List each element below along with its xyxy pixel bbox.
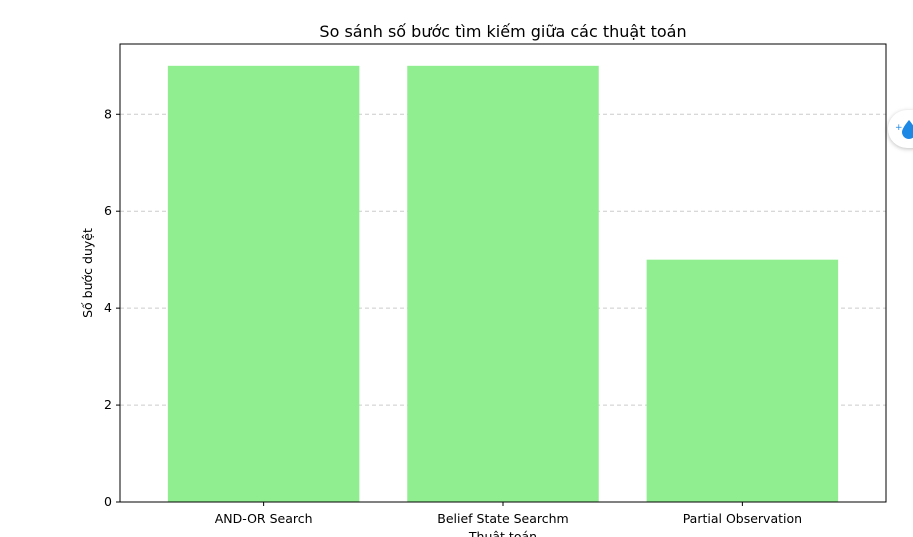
x-tick-label: Belief State Searchm — [437, 511, 568, 526]
y-axis-label: Số bước duyệt — [80, 228, 95, 318]
bar — [407, 65, 599, 503]
x-tick-label: Partial Observation — [683, 511, 802, 526]
bar — [167, 65, 360, 503]
y-tick-label: 0 — [104, 494, 112, 509]
water-drop-icon: + — [895, 120, 913, 139]
x-tick-label: AND-OR Search — [215, 511, 313, 526]
svg-text:+: + — [895, 123, 903, 133]
y-tick-label: 8 — [104, 106, 112, 121]
floating-helper-button[interactable]: + — [888, 110, 913, 148]
y-tick-label: 2 — [104, 397, 112, 412]
chart-title: So sánh số bước tìm kiếm giữa các thuật … — [319, 22, 686, 41]
x-axis-ticks: AND-OR Search Belief State Searchm Partial… — [215, 502, 802, 526]
y-tick-label: 6 — [104, 203, 112, 218]
x-axis-label: Thuật toán — [468, 529, 537, 537]
bar — [646, 259, 839, 502]
bars — [167, 65, 839, 503]
y-axis-ticks: 0 2 4 6 8 — [104, 106, 120, 509]
y-tick-label: 4 — [104, 300, 112, 315]
